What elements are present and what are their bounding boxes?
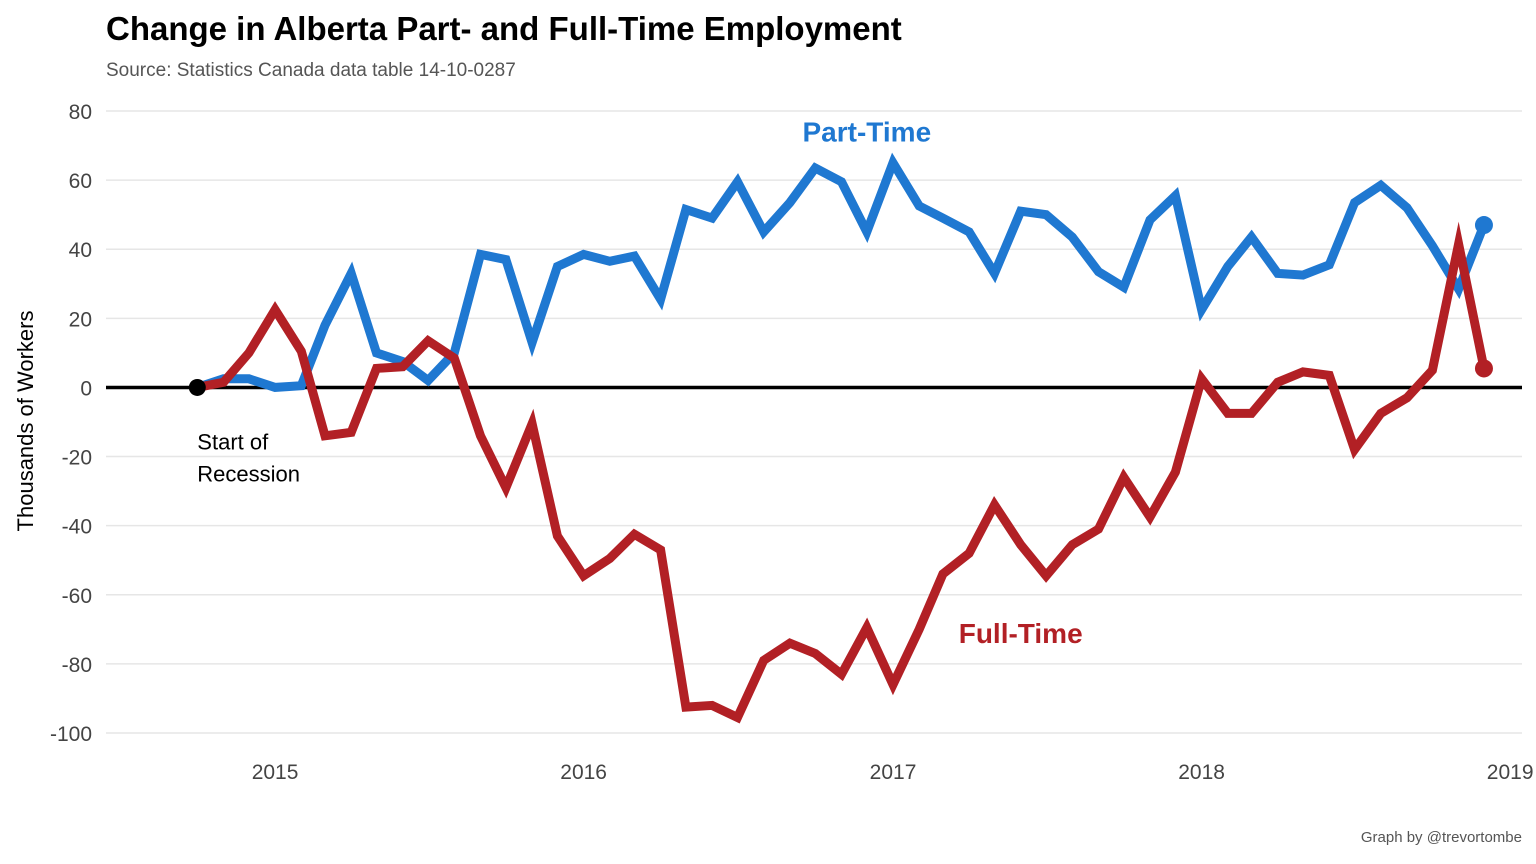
y-tick-label: -80	[62, 654, 92, 677]
y-gridlines	[106, 110, 1522, 734]
chart-subtitle: Source: Statistics Canada data table 14-…	[106, 60, 516, 81]
recession-start-marker	[188, 378, 206, 396]
x-tick-label: 2019	[1487, 761, 1534, 784]
y-tick-label: 20	[69, 308, 92, 331]
y-axis-label: Thousands of Workers	[13, 311, 38, 532]
y-tick-label: 80	[69, 101, 92, 124]
series-label-full-time: Full-Time	[959, 618, 1083, 649]
chart-title: Change in Alberta Part- and Full-Time Em…	[106, 10, 902, 47]
x-tick-label: 2017	[870, 761, 917, 784]
y-tick-label: -100	[50, 723, 92, 746]
chart-caption: Graph by @trevortombe	[1360, 829, 1522, 846]
y-tick-label: 40	[69, 239, 92, 262]
x-tick-label: 2015	[252, 761, 299, 784]
x-tick-labels: 2015 2016 2017 2018 2019	[252, 761, 1534, 784]
series-end-marker-full-time	[1474, 359, 1493, 378]
series-labels: Part-Time Full-Time	[803, 117, 1083, 649]
y-tick-label: -60	[62, 585, 92, 608]
series-lines	[195, 152, 1493, 724]
y-tick-labels: 80 60 40 20 0 -20 -40 -60 -80 -100	[50, 101, 92, 746]
x-tick-label: 2018	[1178, 761, 1225, 784]
y-tick-label: -40	[62, 516, 92, 539]
y-tick-label: 0	[80, 377, 92, 400]
series-line-full-time	[196, 221, 1489, 724]
y-tick-label: 60	[69, 170, 92, 193]
series-label-part-time: Part-Time	[803, 117, 932, 148]
y-tick-label: -20	[62, 447, 92, 470]
annotation-line-1: Start of	[197, 429, 269, 454]
recession-annotation: Start of Recession	[188, 378, 300, 486]
x-tick-label: 2016	[560, 761, 607, 784]
series-line-part-time	[195, 152, 1489, 392]
annotation-line-2: Recession	[197, 461, 300, 486]
series-end-marker-part-time	[1474, 216, 1493, 235]
